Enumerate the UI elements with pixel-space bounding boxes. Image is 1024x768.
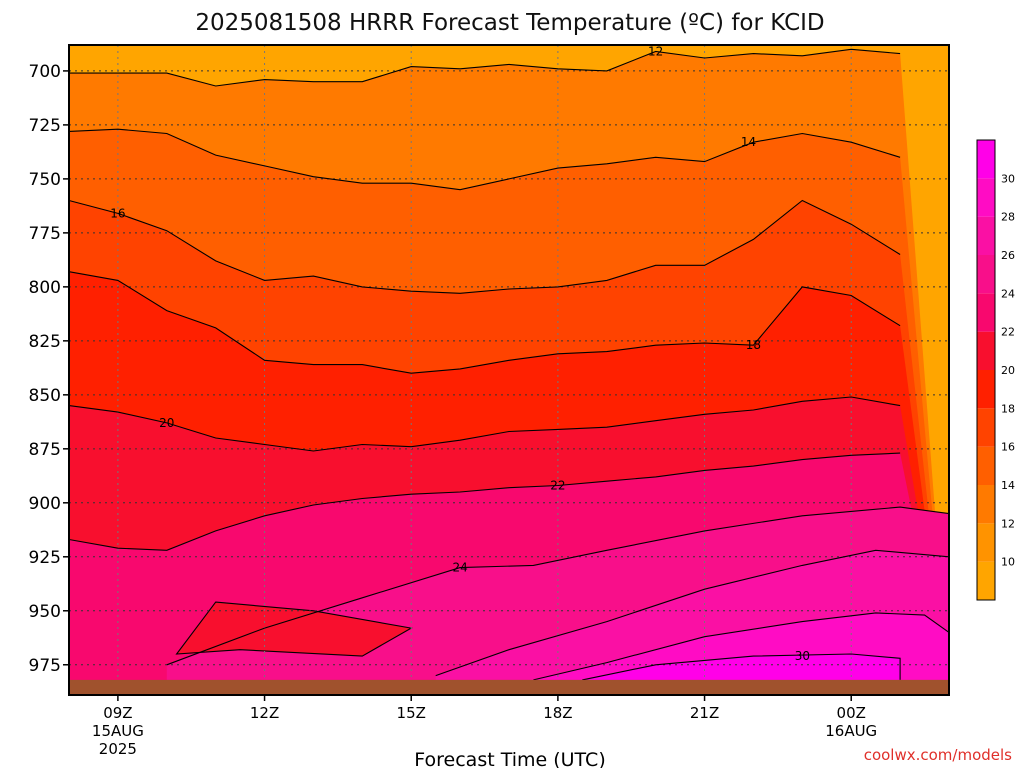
contour-label-18: 18 [746,338,761,352]
colorbar-label-16: 16 [1001,441,1015,454]
colorbar-swatch-26 [977,216,995,255]
credit-text: coolwx.com/models [864,746,1012,764]
x-tick-label-09Z: 09Z [103,704,132,722]
contour-label-14: 14 [741,135,756,149]
colorbar-label-12: 12 [1001,517,1015,530]
colorbar-swatch-28 [977,178,995,217]
contour-label-24: 24 [452,561,467,575]
colorbar-swatch-20 [977,331,995,370]
y-tick-label-825: 825 [29,332,61,352]
colorbar-label-20: 20 [1001,364,1015,377]
contour-lines: 12 14 16 18 20 22 24 30 [68,44,950,681]
x-tick-date-09Z: 15AUG [92,722,144,740]
colorbar-swatch-30 [977,140,995,179]
colorbar-label-10: 10 [1001,556,1015,569]
colorbar-swatch-22 [977,293,995,332]
warm-core-fill-30 [582,654,901,680]
colorbar-label-26: 26 [1001,249,1015,262]
contour-label-20: 20 [159,416,174,430]
contour-line-26 [435,549,950,677]
y-tick-label-925: 925 [29,548,61,568]
x-axis-label: Forecast Time (UTC) [414,749,605,768]
y-tick-label-975: 975 [29,656,61,676]
plot-frame [68,44,950,696]
contour-line-20 [68,396,901,452]
contour-line-28 [533,612,950,681]
ground-surface [69,679,949,695]
contour-label-12: 12 [648,44,663,58]
contour-line-18 [68,271,901,374]
y-tick-label-775: 775 [29,224,61,244]
colorbar: 10 12 14 16 18 20 22 24 26 28 30 [976,139,1015,601]
contour-line-14 [68,128,901,191]
contour-line-12 [69,48,901,87]
y-tick-label-875: 875 [29,440,61,460]
contour-line-16 [68,199,901,294]
contour-label-30: 30 [795,649,810,663]
contour-label-22: 22 [550,479,565,493]
contour-line-22 [68,452,901,551]
y-tick-label-725: 725 [29,116,61,136]
y-tick-label-850: 850 [29,386,61,406]
colorbar-swatch-8 [977,561,995,600]
colorbar-label-30: 30 [1001,172,1015,185]
colorbar-label-22: 22 [1001,326,1015,339]
x-tick-year-09Z: 2025 [99,740,137,758]
colorbar-label-14: 14 [1001,479,1015,492]
colorbar-swatch-16 [977,408,995,447]
y-tick-label-950: 950 [29,602,61,622]
grid-lines [69,45,949,695]
contour-line-30 [582,653,901,681]
colorbar-label-28: 28 [1001,211,1015,224]
colorbar-swatch-10 [977,523,995,562]
y-axis: 700 725 750 775 800 825 850 875 900 925 950 975 [29,62,69,676]
plot-area: 12 14 16 18 20 22 24 30 [68,44,950,696]
colorbar-label-24: 24 [1001,287,1015,300]
x-tick-label-21Z: 21Z [690,704,719,722]
x-tick-label-18Z: 18Z [543,704,572,722]
colorbar-swatch-12 [977,485,995,524]
x-tick-label-15Z: 15Z [397,704,426,722]
y-tick-label-900: 900 [29,494,61,514]
y-tick-label-800: 800 [29,278,61,298]
x-tick-label-12Z: 12Z [250,704,279,722]
colorbar-swatch-18 [977,370,995,409]
colorbar-swatch-14 [977,446,995,485]
temperature-fill [69,45,950,696]
colorbar-label-18: 18 [1001,402,1015,415]
y-tick-label-700: 700 [29,62,61,82]
cool-pocket-22 [175,601,413,657]
chart-title: 2025081508 HRRR Forecast Temperature (ºC… [195,10,824,36]
x-tick-label-00Z: 00Z [837,704,866,722]
colorbar-frame [976,139,996,601]
contour-line-24 [166,506,950,666]
y-tick-label-750: 750 [29,170,61,190]
colorbar-swatch-24 [977,255,995,294]
x-tick-date-00Z: 16AUG [825,722,877,740]
contour-label-16: 16 [110,206,125,220]
